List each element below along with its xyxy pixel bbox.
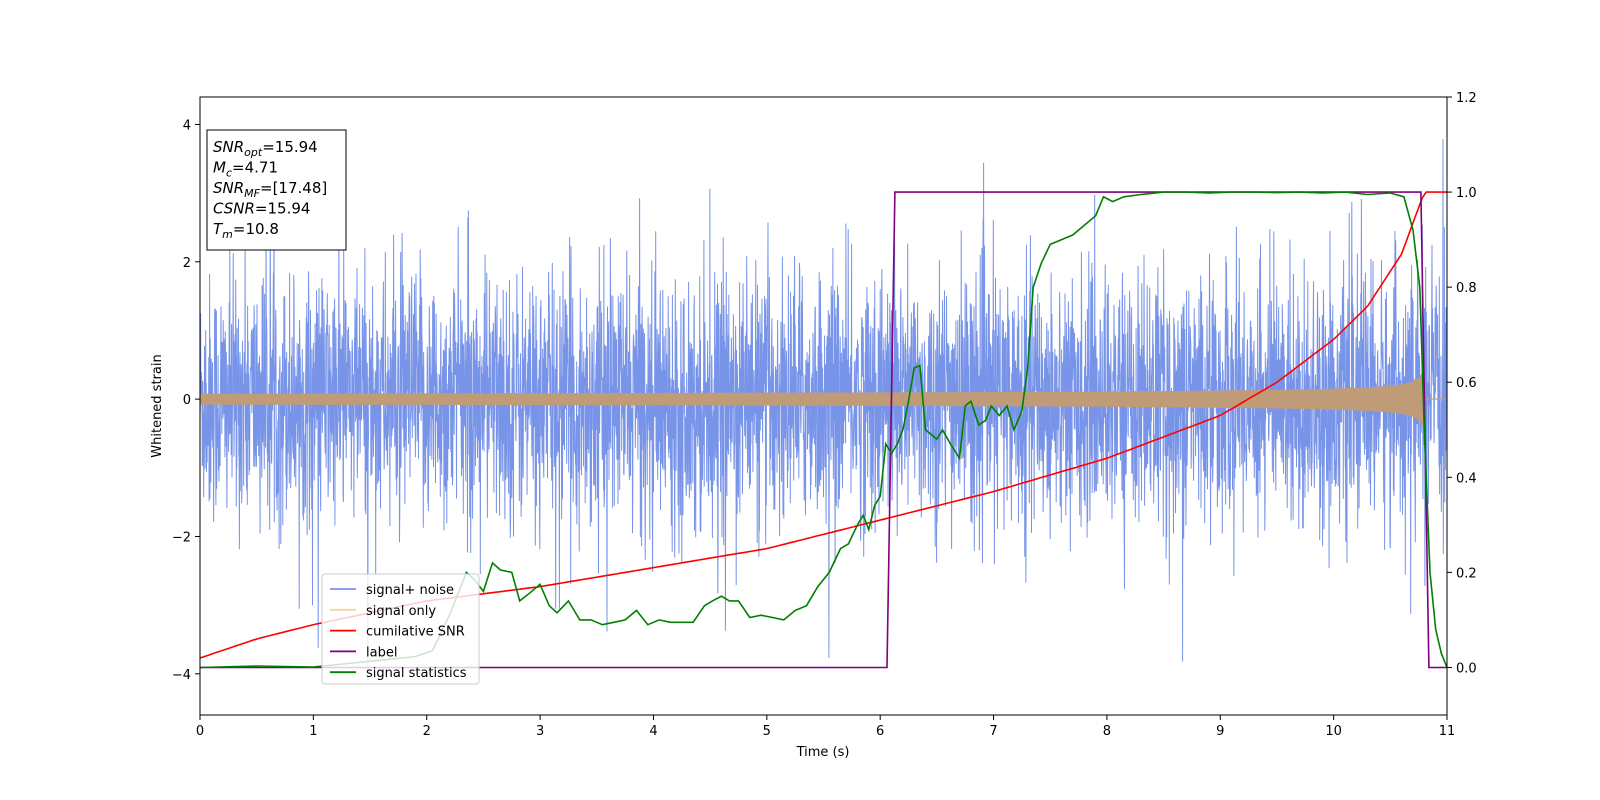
plot-frame	[199, 96, 1448, 716]
x-tick-label: 4	[649, 724, 657, 739]
y-right-tick-label: 0.2	[1456, 566, 1477, 581]
y-left-tick-label: −4	[172, 668, 191, 683]
legend-label: signal+ noise	[366, 583, 454, 598]
x-axis-label: Time (s)	[796, 745, 850, 760]
y-right-tick-label: 0.8	[1456, 281, 1477, 296]
legend-label: label	[366, 645, 397, 660]
y-left-tick-label: −2	[172, 530, 191, 545]
legend-label: signal only	[366, 604, 436, 619]
x-tick-label: 1	[309, 724, 317, 739]
series-signal-noise	[200, 139, 1447, 681]
x-tick-label: 0	[196, 724, 204, 739]
y-axis-left: −4 −2 0 2 4	[172, 118, 200, 683]
y-left-tick-label: 4	[183, 118, 191, 133]
info-line: SNRopt=15.94	[213, 138, 318, 159]
x-tick-label: 8	[1103, 724, 1111, 739]
x-axis: 0 1 2 3 4 5 6 7 8 9 10 11	[196, 715, 1455, 739]
y-right-tick-label: 0.6	[1456, 376, 1477, 391]
x-tick-label: 10	[1325, 724, 1342, 739]
info-line: CSNR=15.94	[213, 200, 310, 218]
legend-label: cumilative SNR	[366, 625, 465, 640]
y-right-tick-label: 1.0	[1456, 186, 1477, 201]
info-line: Tm=10.8	[213, 220, 279, 241]
legend: signal+ noise signal only cumilative SNR la…	[321, 573, 480, 685]
y-axis-label: Whitened strain	[150, 354, 165, 457]
y-right-tick-label: 1.2	[1456, 91, 1477, 106]
x-tick-label: 5	[763, 724, 771, 739]
series-signal-statistics	[200, 191, 1447, 669]
x-tick-label: 11	[1439, 724, 1456, 739]
y-right-tick-label: 0.0	[1456, 661, 1477, 676]
x-tick-label: 7	[989, 724, 997, 739]
info-box: SNRopt=15.94Mc=4.71SNRMF=[17.48]CSNR=15.…	[206, 129, 347, 251]
info-line: SNRMF=[17.48]	[213, 179, 327, 200]
y-right-tick-label: 0.4	[1456, 471, 1477, 486]
series-signal-only	[200, 372, 1447, 426]
x-tick-label: 2	[423, 724, 431, 739]
x-tick-label: 6	[876, 724, 884, 739]
y-left-tick-label: 2	[183, 256, 191, 271]
y-axis-right: 0.0 0.2 0.4 0.6 0.8 1.0 1.2	[1447, 91, 1477, 676]
info-line: Mc=4.71	[213, 159, 278, 180]
x-tick-label: 9	[1216, 724, 1224, 739]
x-tick-label: 3	[536, 724, 544, 739]
y-left-tick-label: 0	[183, 393, 191, 408]
legend-label: signal statistics	[366, 666, 467, 681]
